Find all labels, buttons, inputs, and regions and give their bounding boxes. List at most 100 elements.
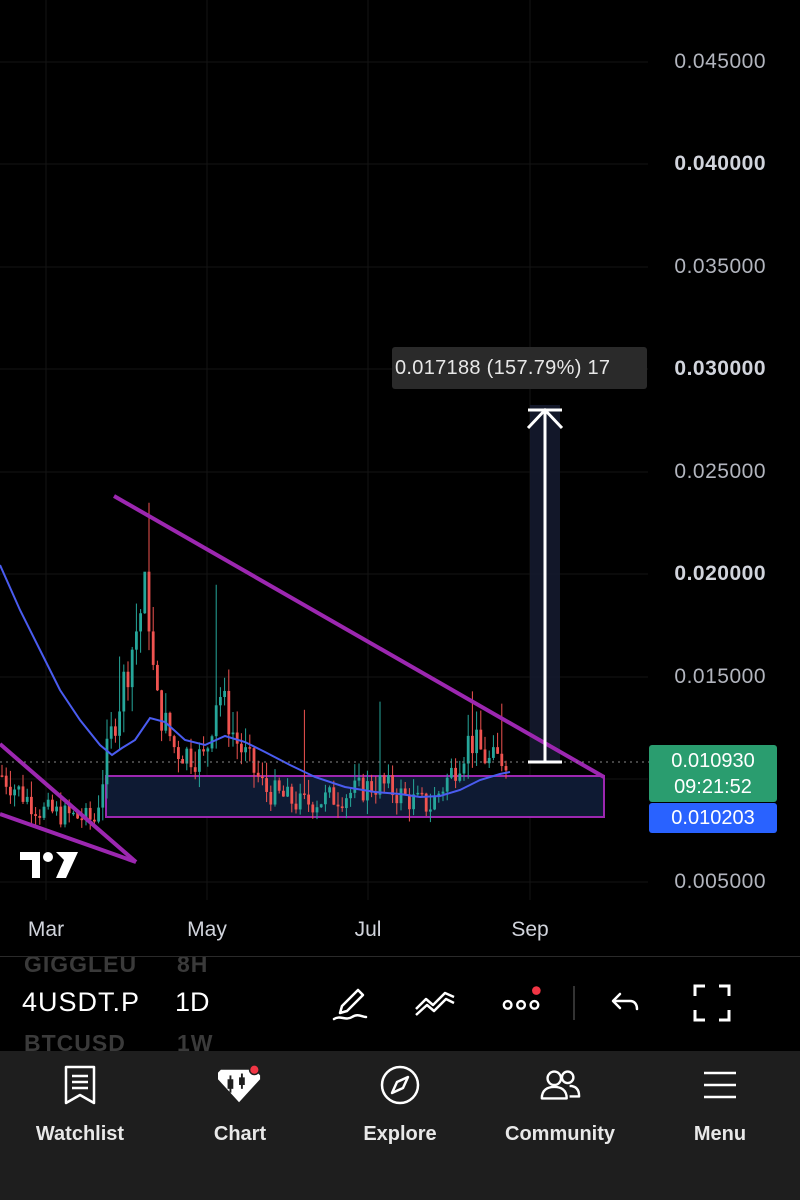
candle-body xyxy=(378,775,382,795)
candle-body xyxy=(63,805,67,825)
price-axis-label: 0.035000 xyxy=(674,255,766,278)
candle-body xyxy=(97,807,100,822)
price-axis-label: 0.030000 xyxy=(674,357,766,380)
ghost-interval: 8H xyxy=(177,956,209,977)
nav-chart[interactable]: Chart xyxy=(160,1051,320,1200)
candle-body xyxy=(370,781,373,793)
candle-body xyxy=(387,775,390,784)
candle-body xyxy=(256,772,260,777)
candle-body xyxy=(118,711,121,736)
chart-icon xyxy=(218,1063,262,1107)
candle-body xyxy=(244,747,247,753)
candle-body xyxy=(193,767,197,772)
ghost-symbol: GIGGLEU xyxy=(24,956,138,977)
draw-pen-icon xyxy=(332,988,368,1021)
fullscreen-button[interactable] xyxy=(690,981,734,1025)
price-axis-label: 0.015000 xyxy=(674,665,766,688)
candle-body xyxy=(80,818,84,821)
candle-body xyxy=(84,807,88,821)
nav-label: Explore xyxy=(363,1123,437,1145)
candle-body xyxy=(324,792,327,805)
candle-body xyxy=(0,775,4,777)
candle-body xyxy=(395,795,399,804)
candle-body xyxy=(109,726,113,739)
candle-body xyxy=(17,786,21,790)
toolbar-divider xyxy=(573,986,575,1020)
interval-selector[interactable]: 1D xyxy=(175,987,210,1017)
candle-body xyxy=(88,807,92,820)
nav-menu[interactable]: Menu xyxy=(640,1051,800,1200)
nav-explore[interactable]: Explore xyxy=(320,1051,480,1200)
candle-body xyxy=(252,748,256,773)
bottom-navigation: Watchlist Chart Explore xyxy=(0,1051,800,1200)
candle-body xyxy=(4,775,8,787)
menu-icon xyxy=(698,1063,742,1107)
candle-body xyxy=(206,748,210,752)
candle-body xyxy=(504,766,508,771)
candle-body xyxy=(240,743,243,753)
price-axis-label: 0.005000 xyxy=(674,870,766,893)
price-axis-label: 0.045000 xyxy=(674,50,766,73)
candle-body xyxy=(38,815,42,818)
candle-body xyxy=(315,807,319,813)
indicators-button[interactable] xyxy=(413,981,457,1025)
nav-label: Watchlist xyxy=(35,1123,125,1145)
candle-body xyxy=(101,784,105,808)
overflow-tool-icon xyxy=(792,983,800,1023)
candle-body xyxy=(261,776,264,779)
candle-body xyxy=(9,786,12,796)
candle-body xyxy=(332,787,336,805)
candle-body xyxy=(416,792,420,795)
symbol-selector[interactable]: 4USDT.P xyxy=(22,987,141,1017)
candle-body xyxy=(46,799,50,807)
measure-tooltip: 0.017188 (157.79%) 17 xyxy=(392,347,647,389)
candle-body xyxy=(412,794,415,810)
nav-watchlist[interactable]: Watchlist xyxy=(0,1051,160,1200)
candle-body xyxy=(248,747,252,749)
candle-body xyxy=(126,671,130,688)
price-chart[interactable] xyxy=(0,0,800,955)
cursor-price-badge: 0.010203 xyxy=(649,803,777,833)
candle-body xyxy=(55,806,58,812)
chart-area[interactable]: 0.045000 0.040000 0.035000 0.030000 0.02… xyxy=(0,0,800,955)
overflow-tool-button[interactable] xyxy=(780,981,800,1025)
candle-body xyxy=(277,780,281,791)
time-axis-label: May xyxy=(187,918,227,941)
candle-body xyxy=(466,735,470,764)
candle-body xyxy=(496,747,499,754)
candle-body xyxy=(130,649,134,688)
candle-body xyxy=(265,778,268,792)
time-axis-label: Mar xyxy=(27,918,65,941)
candle-body xyxy=(135,631,138,650)
candle-body xyxy=(231,732,235,735)
candle-body xyxy=(286,786,289,797)
candle-body xyxy=(122,671,126,712)
descending-trendline xyxy=(113,494,605,779)
fullscreen-icon xyxy=(693,984,731,1022)
last-price-value: 0.010930 xyxy=(671,750,755,772)
candle-body xyxy=(441,791,445,794)
nav-label: Community xyxy=(505,1123,615,1145)
candle-body xyxy=(475,729,478,754)
candle-body xyxy=(345,798,348,809)
candle-body xyxy=(303,793,306,795)
time-axis-label: Jul xyxy=(354,918,382,941)
candle-body xyxy=(294,803,298,810)
prior-trendline-lower xyxy=(0,812,137,864)
compass-icon xyxy=(378,1063,422,1107)
draw-tool-button[interactable] xyxy=(328,981,372,1025)
more-icon xyxy=(502,986,541,1010)
nav-community[interactable]: Community xyxy=(480,1051,640,1200)
symbol-toolbar: GIGGLEU 8H 4USDT.P 1D BTCUSD 1W xyxy=(0,956,800,1051)
candle-body xyxy=(160,690,163,731)
candle-body xyxy=(72,812,75,815)
candle-body xyxy=(361,777,365,801)
more-button[interactable] xyxy=(500,981,544,1025)
candle-body xyxy=(235,732,239,744)
candle-body xyxy=(450,767,453,778)
price-axis-label: 0.020000 xyxy=(674,562,766,585)
tradingview-logo-icon xyxy=(20,852,78,878)
candle-body xyxy=(105,738,109,785)
undo-button[interactable] xyxy=(602,981,646,1025)
indicators-icon xyxy=(415,991,455,1016)
